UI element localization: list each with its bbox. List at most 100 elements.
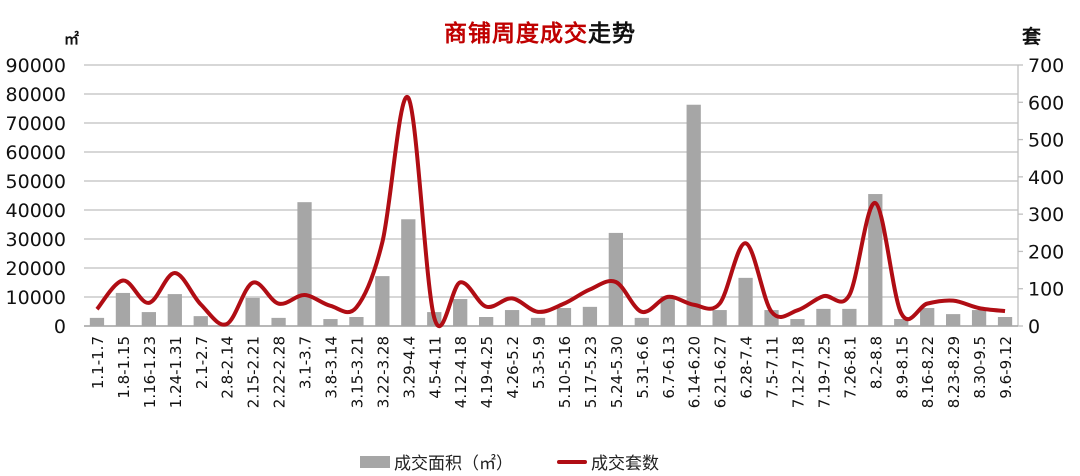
right-axis-tick: 100 (1028, 279, 1064, 301)
x-axis-label: 3.8-3.14 (322, 336, 340, 399)
area-bar (608, 232, 623, 326)
area-bar (556, 308, 572, 326)
x-axis-label: 2.15-2.21 (245, 336, 263, 408)
legend-label-count: 成交套数 (591, 454, 659, 474)
x-axis-label: 7.26-8.1 (841, 336, 859, 399)
x-axis-label: 5.17-5.23 (582, 336, 600, 408)
area-bar (167, 294, 182, 326)
area-bar (401, 219, 416, 326)
left-axis-tick: 90000 (6, 55, 66, 77)
area-bar (297, 202, 312, 326)
left-axis-tick: 80000 (6, 84, 66, 106)
x-axis-label: 8.16-8.22 (919, 336, 937, 408)
area-bar (479, 317, 494, 326)
left-axis-unit: ㎡ (64, 30, 80, 48)
x-axis-label: 5.3-5.9 (530, 336, 548, 389)
left-axis-tick: 70000 (6, 113, 66, 135)
x-axis-label: 6.28-7.4 (738, 336, 756, 399)
x-axis-label: 6.7-6.13 (660, 336, 678, 399)
x-axis-label: 4.5-4.11 (426, 336, 444, 399)
area-bar (634, 317, 649, 326)
right-axis-tick: 400 (1028, 167, 1064, 189)
area-bar (453, 299, 468, 326)
right-axis-tick: 600 (1028, 92, 1064, 114)
legend-item-area: 成交面积（㎡） (360, 449, 513, 474)
x-axis-label: 8.9-8.15 (893, 336, 911, 399)
left-axis-tick: 10000 (6, 287, 66, 309)
x-axis-label: 3.22-3.28 (374, 336, 392, 408)
x-axis-label: 3.15-3.21 (348, 336, 366, 408)
x-axis-label: 2.22-2.28 (271, 336, 289, 408)
chart-title-black: 走势 (588, 21, 636, 47)
x-axis-label: 5.10-5.16 (556, 336, 574, 408)
x-axis-label: 2.8-2.14 (219, 336, 237, 399)
x-axis-label: 7.5-7.11 (764, 336, 782, 399)
x-axis-label: 6.14-6.20 (686, 336, 704, 408)
x-axis-label: 4.12-4.18 (452, 336, 470, 408)
x-axis-label: 3.1-3.7 (297, 336, 315, 389)
x-axis-label: 3.29-4.4 (400, 336, 418, 399)
x-axis-label: 8.2-8.8 (867, 336, 885, 389)
area-bar (816, 308, 831, 326)
area-bar (946, 314, 961, 326)
x-axis-label: 7.12-7.18 (789, 336, 807, 408)
left-axis-tick: 50000 (6, 171, 66, 193)
right-axis-tick: 200 (1028, 241, 1064, 263)
area-bar (530, 317, 546, 326)
x-axis-label: 5.31-6.6 (634, 336, 652, 399)
x-axis-label: 1.16-1.23 (141, 336, 159, 408)
right-axis-tick: 300 (1028, 204, 1064, 226)
area-bar (504, 310, 520, 326)
chart-legend: 成交面积（㎡） 成交套数 (360, 449, 703, 474)
bar-swatch-icon (360, 455, 390, 468)
x-axis-label: 4.19-4.25 (478, 336, 496, 408)
area-bar (89, 317, 105, 326)
x-axis-label: 9.6-9.12 (997, 336, 1015, 399)
area-bar (842, 308, 857, 326)
left-axis-tick: 30000 (6, 229, 66, 251)
area-bar (193, 316, 208, 326)
area-bar (790, 319, 805, 326)
area-bar (245, 297, 260, 326)
area-bar (712, 310, 727, 326)
area-bar (375, 276, 390, 326)
area-bar (349, 317, 364, 326)
chart-title-red: 商铺周度成交 (444, 21, 588, 47)
x-axis-label: 1.8-1.15 (115, 336, 133, 399)
left-axis-tick: 0 (54, 316, 66, 338)
area-bar (971, 310, 987, 326)
area-bar (738, 277, 753, 326)
count-line (95, 95, 1006, 329)
left-axis-tick: 60000 (6, 142, 66, 164)
area-bar (920, 308, 935, 326)
x-axis-label: 4.26-5.2 (504, 336, 522, 399)
legend-item-count: 成交套数 (557, 449, 659, 474)
x-axis-label: 8.30-9.5 (971, 336, 989, 399)
line-swatch-icon (557, 459, 587, 464)
left-axis-tick: 20000 (6, 258, 66, 280)
x-axis-label: 6.21-6.27 (712, 336, 730, 408)
area-bar (997, 317, 1013, 326)
x-axis-label: 2.1-2.7 (193, 336, 211, 389)
area-bar (582, 306, 598, 326)
left-axis-tick: 40000 (6, 200, 66, 222)
area-bar (141, 312, 156, 326)
right-axis-tick: 0 (1028, 316, 1040, 338)
right-axis-tick: 500 (1028, 130, 1064, 152)
area-bar (686, 104, 701, 326)
x-axis-label: 1.24-1.31 (167, 336, 185, 408)
right-axis-tick: 700 (1028, 55, 1064, 77)
x-axis-label: 8.23-8.29 (945, 336, 963, 408)
area-bar (660, 296, 675, 326)
area-bar (323, 319, 338, 326)
chart-title: 商铺周度成交走势 (0, 14, 1080, 48)
right-axis-unit: 套 (1022, 26, 1042, 48)
x-axis-label: 7.19-7.25 (815, 336, 833, 408)
area-bar (115, 292, 131, 326)
area-bar (894, 319, 909, 326)
x-axis-label: 1.1-1.7 (89, 336, 107, 389)
area-bar (868, 194, 883, 326)
legend-label-area: 成交面积（㎡） (394, 454, 513, 474)
x-axis-label: 5.24-5.30 (608, 336, 626, 408)
